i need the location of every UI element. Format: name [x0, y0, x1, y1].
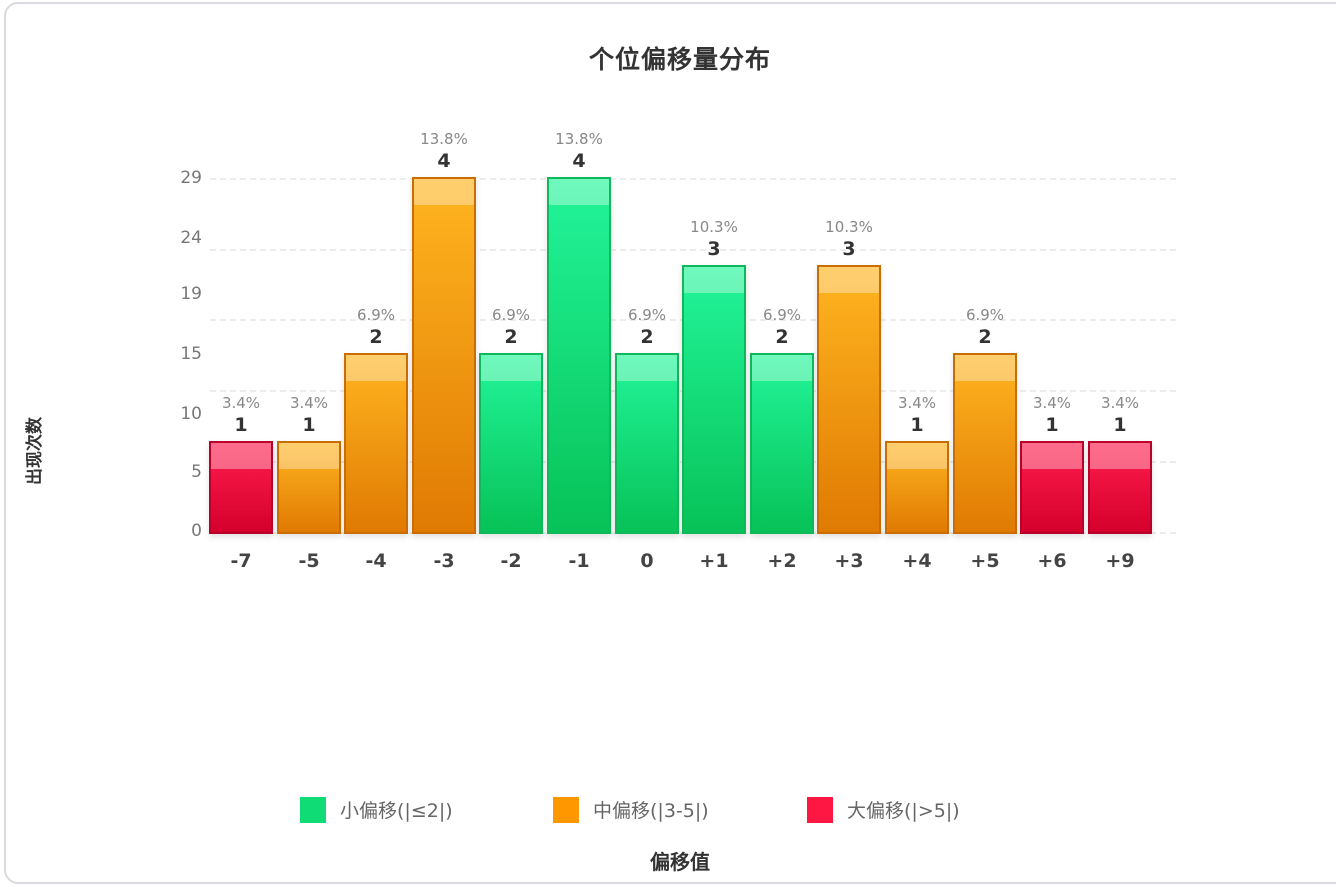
bar-percent-label: 10.3%	[825, 218, 873, 236]
bar-percent-label: 10.3%	[690, 218, 738, 236]
bar[interactable]	[885, 441, 949, 534]
bar-percent-label: 3.4%	[897, 394, 937, 412]
bar-percent-label: 3.4%	[221, 394, 261, 412]
bar[interactable]	[953, 353, 1017, 534]
legend-swatch-small	[300, 796, 326, 823]
legend-item-small[interactable]: 小偏移(|≤2|)	[300, 796, 453, 823]
bar-highlight	[684, 267, 744, 293]
bar-highlight	[887, 443, 947, 469]
bar-highlight	[481, 355, 541, 381]
bar[interactable]	[615, 353, 679, 534]
bar[interactable]	[344, 353, 408, 534]
bar-highlight	[211, 443, 271, 469]
bar-count-label: 2	[369, 326, 383, 348]
y-tick-label: 24	[180, 228, 202, 248]
bar[interactable]	[750, 353, 814, 534]
y-tick-label: 0	[191, 521, 202, 541]
legend-label: 大偏移(|>5|)	[847, 800, 960, 822]
bar-highlight	[414, 179, 474, 205]
bar-count-label: 4	[437, 150, 451, 172]
legend-label: 中偏移(|3-5|)	[593, 800, 709, 822]
bar-count-label: 1	[302, 414, 316, 436]
gridline	[210, 249, 1176, 251]
bar-percent-label: 3.4%	[1100, 394, 1140, 412]
legend-item-mid[interactable]: 中偏移(|3-5|)	[553, 796, 709, 823]
bar-count-label: 3	[842, 238, 856, 260]
bar-count-label: 4	[572, 150, 586, 172]
gridline	[210, 178, 1176, 180]
y-tick-label: 15	[180, 344, 202, 364]
bar-percent-label: 13.8%	[420, 130, 468, 148]
bar-highlight	[617, 355, 677, 381]
bar[interactable]	[277, 441, 341, 534]
x-tick-label: -1	[568, 550, 590, 572]
x-tick-label: +9	[1105, 550, 1135, 572]
bar-highlight	[819, 267, 879, 293]
bar-highlight	[955, 355, 1015, 381]
bar[interactable]	[682, 265, 746, 534]
bar-percent-label: 3.4%	[1032, 394, 1072, 412]
bar[interactable]	[209, 441, 273, 534]
x-tick-label: +5	[970, 550, 1000, 572]
bar[interactable]	[412, 177, 476, 534]
x-tick-label: +4	[902, 550, 932, 572]
y-tick-label: 19	[180, 284, 202, 304]
bar[interactable]	[479, 353, 543, 534]
bar-highlight	[1022, 443, 1082, 469]
bar-count-label: 3	[707, 238, 721, 260]
bar-percent-label: 6.9%	[491, 306, 531, 324]
bar-highlight	[1090, 443, 1150, 469]
bar[interactable]	[817, 265, 881, 534]
x-tick-label: -3	[433, 550, 455, 572]
legend-item-big[interactable]: 大偏移(|>5|)	[807, 796, 960, 823]
bar-count-label: 2	[504, 326, 518, 348]
x-tick-label: -4	[365, 550, 387, 572]
bar-percent-label: 6.9%	[762, 306, 802, 324]
bar[interactable]	[547, 177, 611, 534]
bar-highlight	[346, 355, 406, 381]
bar-count-label: 2	[640, 326, 654, 348]
x-tick-label: -2	[500, 550, 522, 572]
x-tick-label: 0	[640, 550, 654, 572]
x-tick-label: +3	[834, 550, 864, 572]
bar[interactable]	[1020, 441, 1084, 534]
x-axis-label: 偏移值	[650, 850, 710, 874]
legend-swatch-big	[807, 796, 833, 823]
bar-count-label: 2	[978, 326, 992, 348]
y-tick-label: 10	[180, 404, 202, 424]
bar-percent-label: 6.9%	[965, 306, 1005, 324]
bar-percent-label: 3.4%	[289, 394, 329, 412]
bar-count-label: 1	[234, 414, 248, 436]
bar-count-label: 2	[775, 326, 789, 348]
x-tick-label: -7	[230, 550, 252, 572]
y-axis-label: 出现次数	[25, 417, 45, 485]
bar[interactable]	[1088, 441, 1152, 534]
x-tick-label: +2	[767, 550, 797, 572]
bar-count-label: 1	[1113, 414, 1127, 436]
bar-highlight	[279, 443, 339, 469]
x-tick-label: +6	[1037, 550, 1067, 572]
y-tick-label: 5	[191, 462, 202, 482]
bar-percent-label: 6.9%	[627, 306, 667, 324]
x-tick-label: +1	[699, 550, 729, 572]
bar-highlight	[549, 179, 609, 205]
bar-count-label: 1	[1045, 414, 1059, 436]
x-tick-label: -5	[298, 550, 320, 572]
bar-percent-label: 6.9%	[356, 306, 396, 324]
y-tick-label: 29	[180, 168, 202, 188]
legend-label: 小偏移(|≤2|)	[340, 800, 453, 822]
bar-highlight	[752, 355, 812, 381]
bar-percent-label: 13.8%	[555, 130, 603, 148]
chart-title: 个位偏移量分布	[588, 45, 771, 74]
bar-count-label: 1	[910, 414, 924, 436]
legend-swatch-mid	[553, 796, 579, 823]
